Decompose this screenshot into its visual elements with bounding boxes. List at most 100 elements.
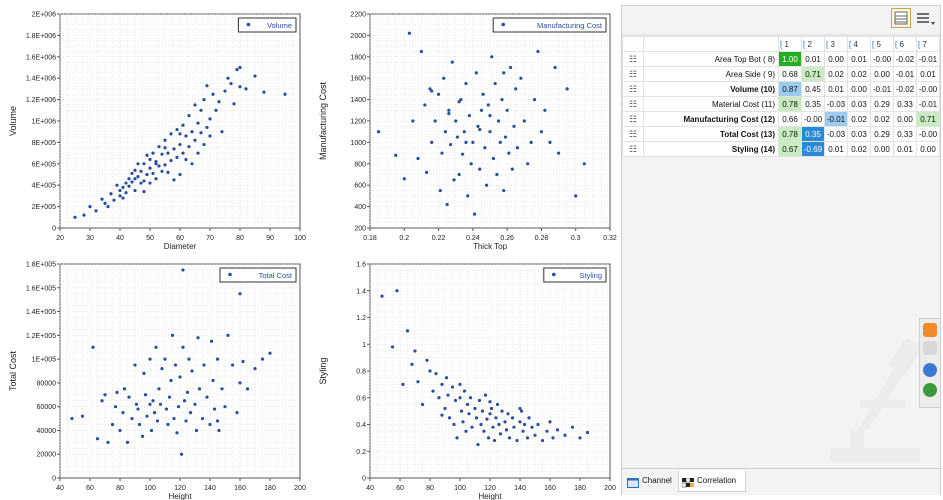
tab-correlation[interactable]: Correlation xyxy=(678,471,746,492)
correlation-cell[interactable]: 0.71 xyxy=(801,66,825,82)
correlation-cell[interactable]: -0.01 xyxy=(870,81,894,97)
column-header-6[interactable]: [ 6 xyxy=(893,36,917,52)
gray-tool-icon[interactable] xyxy=(923,341,937,355)
orange-tool-icon[interactable] xyxy=(923,323,937,337)
correlation-cell[interactable]: -0.02 xyxy=(893,81,917,97)
y-tick-label: 1200 xyxy=(350,119,366,126)
data-point xyxy=(100,399,104,403)
correlation-cell[interactable]: 0.66 xyxy=(778,111,802,127)
scatter-chart-icon[interactable]: ☷ xyxy=(622,96,644,112)
correlation-cell[interactable]: 0.00 xyxy=(847,81,871,97)
data-point xyxy=(178,172,182,177)
correlation-cell[interactable]: 0.02 xyxy=(847,141,871,157)
x-tick-label: 0.22 xyxy=(432,235,446,242)
column-header-7[interactable]: [ 7 xyxy=(916,36,940,52)
scatter-chart-icon[interactable]: ☷ xyxy=(622,51,644,67)
correlation-cell[interactable]: 0.29 xyxy=(870,96,894,112)
correlation-row[interactable]: ☷ Total Cost (13) 0.78 0.35 -0.03 0.03 0.29 0.3… xyxy=(622,126,940,142)
data-point xyxy=(232,102,236,106)
correlation-cell[interactable]: 0.78 xyxy=(778,126,802,142)
scatter-chart-icon[interactable]: ☷ xyxy=(622,111,644,127)
correlation-cell[interactable]: 0.35 xyxy=(801,126,825,142)
plot-total-cost-vs-height[interactable]: 40 60 80 100 120 140 160 180 200 0 20000 40000 60000… xyxy=(0,252,310,500)
correlation-cell[interactable]: 0.00 xyxy=(916,141,940,157)
correlation-cell[interactable]: 0.01 xyxy=(824,141,848,157)
data-point xyxy=(395,289,399,293)
data-point xyxy=(215,357,220,361)
data-point xyxy=(452,178,456,182)
correlation-cell[interactable]: -0.01 xyxy=(893,66,917,82)
correlation-row[interactable]: ☷ Styling (14) 0.67 -0.69 0.01 0.02 0.00 0.01 0.… xyxy=(622,141,940,157)
menu-icon[interactable] xyxy=(915,8,935,28)
correlation-cell[interactable]: 0.03 xyxy=(847,96,871,112)
data-point xyxy=(527,416,531,420)
window-icon[interactable] xyxy=(923,363,937,377)
data-point xyxy=(139,181,143,185)
correlation-cell[interactable]: 0.68 xyxy=(778,66,802,82)
plot-volume-vs-diameter[interactable]: 20 30 40 50 60 70 80 90 100 0 2E+005 4E+005 6E+005 8E… xyxy=(0,2,310,251)
correlation-cell[interactable]: 0.35 xyxy=(801,96,825,112)
plot-manufacturing-cost-vs-thick-top[interactable]: 0.18 0.2 0.22 0.24 0.26 0.28 0.3 0.32 200 400 600 8… xyxy=(310,2,620,251)
correlation-cell[interactable]: 0.78 xyxy=(778,96,802,112)
correlation-cell[interactable]: 0.02 xyxy=(824,66,848,82)
plot-styling-vs-height[interactable]: 40 60 80 100 120 140 160 180 200 0 0.2 0.4 0.6 0.8 1 1.… xyxy=(310,252,620,500)
globe-icon[interactable] xyxy=(923,383,937,397)
correlation-cell[interactable]: 0.67 xyxy=(778,141,802,157)
correlation-cell[interactable]: 0.00 xyxy=(870,66,894,82)
data-point xyxy=(428,87,432,91)
correlation-row[interactable]: ☷ Area Top Bot ( 8) 1.00 0.01 0.00 0.01 -0.00-… xyxy=(622,51,940,67)
correlation-cell[interactable]: 0.45 xyxy=(801,81,825,97)
data-point xyxy=(430,89,434,93)
correlation-cell[interactable]: -0.01 xyxy=(824,111,848,127)
correlation-cell[interactable]: 0.87 xyxy=(778,81,802,97)
column-header-5[interactable]: [ 5 xyxy=(870,36,894,52)
column-header-1[interactable]: [ 1 xyxy=(778,36,802,52)
correlation-row[interactable]: ☷ Volume (10) 0.87 0.45 0.01 0.00 -0.01 -0.02 -0… xyxy=(622,81,940,97)
correlation-cell[interactable]: 0.33 xyxy=(893,96,917,112)
correlation-cell[interactable]: -0.03 xyxy=(824,96,848,112)
correlation-row[interactable]: ☷ Area Side ( 9) 0.68 0.71 0.02 0.02 0.00 -0.01… xyxy=(622,66,940,82)
correlation-cell[interactable]: 0.02 xyxy=(870,111,894,127)
x-tick-label: 180 xyxy=(264,485,276,492)
correlation-row[interactable]: ☷ Manufacturing Cost (12) 0.66 -0.00 -0.01 0.… xyxy=(622,111,940,127)
correlation-cell[interactable]: 0.01 xyxy=(801,51,825,67)
scatter-chart-icon[interactable]: ☷ xyxy=(622,81,644,97)
correlation-cell[interactable]: 0.02 xyxy=(847,111,871,127)
scatter-chart-icon[interactable]: ☷ xyxy=(622,126,644,142)
column-header-2[interactable]: [ 2 xyxy=(801,36,825,52)
correlation-cell[interactable]: 0.01 xyxy=(824,81,848,97)
scatter-chart-icon[interactable]: ☷ xyxy=(622,66,644,82)
correlation-row[interactable]: ☷ Material Cost (11) 0.78 0.35 -0.03 0.03 0.29… xyxy=(622,96,940,112)
correlation-cell[interactable]: 0.01 xyxy=(847,51,871,67)
correlation-cell[interactable]: 0.00 xyxy=(893,111,917,127)
column-header-4[interactable]: [ 4 xyxy=(847,36,871,52)
correlation-cell[interactable]: -0.01 xyxy=(916,96,940,112)
correlation-cell[interactable]: -0.00 xyxy=(916,126,940,142)
correlation-cell[interactable]: -0.69 xyxy=(801,141,825,157)
correlation-cell[interactable]: 0.29 xyxy=(870,126,894,142)
correlation-cell[interactable]: 0.02 xyxy=(847,66,871,82)
correlation-cell[interactable]: 0.71 xyxy=(916,111,940,127)
correlation-cell[interactable]: 1.00 xyxy=(778,51,802,67)
data-point xyxy=(453,398,458,403)
correlation-cell[interactable]: 0.01 xyxy=(916,66,940,82)
correlation-cell[interactable]: 0.00 xyxy=(824,51,848,67)
correlation-cell[interactable]: -0.01 xyxy=(916,51,940,67)
correlation-cell[interactable]: 0.01 xyxy=(893,141,917,157)
scatter-chart-icon[interactable]: ☷ xyxy=(622,141,644,157)
correlation-cell[interactable]: -0.00 xyxy=(870,51,894,67)
table-view-icon[interactable] xyxy=(891,8,911,28)
column-header-3[interactable]: [ 3 xyxy=(824,36,848,52)
tab-channel[interactable]: Channel xyxy=(624,471,678,491)
data-point xyxy=(190,369,194,373)
correlation-cell[interactable]: 0.03 xyxy=(847,126,871,142)
correlation-cell[interactable]: 0.33 xyxy=(893,126,917,142)
correlation-cell[interactable]: -0.03 xyxy=(824,126,848,142)
correlation-cell[interactable]: -0.00 xyxy=(916,81,940,97)
correlation-cell[interactable]: -0.00 xyxy=(801,111,825,127)
correlation-cell[interactable]: -0.02 xyxy=(893,51,917,67)
correlation-cell[interactable]: 0.00 xyxy=(870,141,894,157)
y-tick-label: 0 xyxy=(52,226,56,233)
data-point xyxy=(160,169,164,173)
data-point xyxy=(137,422,142,427)
